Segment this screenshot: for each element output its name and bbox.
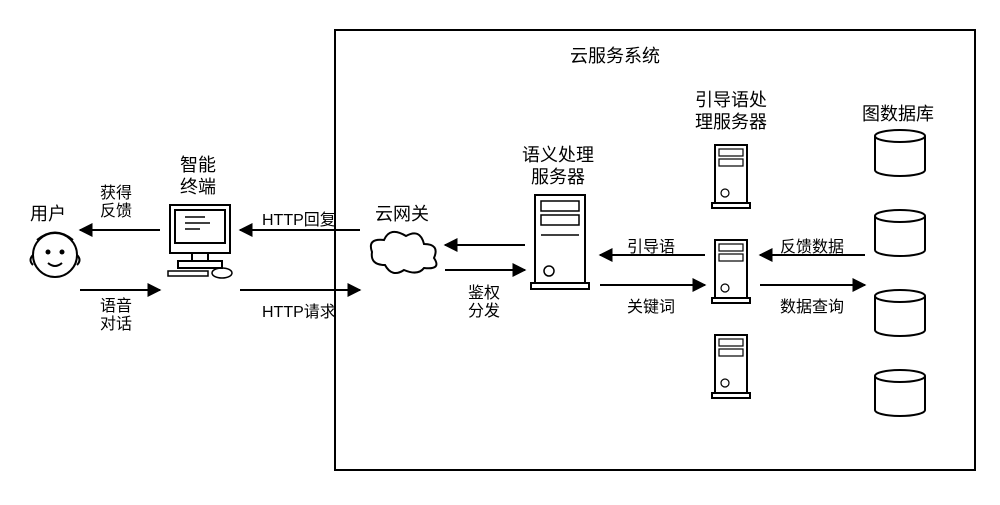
- terminal-label: 智能终端: [180, 155, 216, 198]
- graph-db-label: 图数据库: [862, 100, 934, 126]
- cloud-box-title: 云服务系统: [570, 42, 660, 68]
- gateway-label: 云网关: [375, 200, 429, 226]
- http-reply-label: HTTP回复: [262, 206, 336, 230]
- keyword-label: 关键词: [627, 293, 675, 317]
- guide-word-label: 引导语: [627, 233, 675, 257]
- guide-server-3-icon: [712, 335, 750, 398]
- terminal-icon: [168, 205, 232, 278]
- cloud-gateway-icon: [371, 232, 437, 273]
- db-1-icon: [875, 130, 925, 176]
- auth-dispatch-label: 鉴权分发: [468, 285, 500, 322]
- guide-server-2-icon: [712, 240, 750, 303]
- get-feedback-label: 获得反馈: [100, 185, 132, 222]
- user-label: 用户: [30, 200, 66, 226]
- feedback-data-label: 反馈数据: [780, 233, 844, 257]
- diagram-canvas: [0, 0, 1000, 505]
- db-3-icon: [875, 290, 925, 336]
- semantic-server-icon: [531, 195, 589, 289]
- http-request-label: HTTP请求: [262, 298, 336, 322]
- db-4-icon: [875, 370, 925, 416]
- semantic-label: 语义处理服务器: [522, 145, 594, 188]
- db-2-icon: [875, 210, 925, 256]
- data-query-label: 数据查询: [780, 293, 844, 317]
- user-icon: [31, 233, 80, 278]
- guide-server-label: 引导语处理服务器: [695, 90, 767, 133]
- guide-server-1-icon: [712, 145, 750, 208]
- voice-dialog-label: 语音对话: [100, 298, 132, 335]
